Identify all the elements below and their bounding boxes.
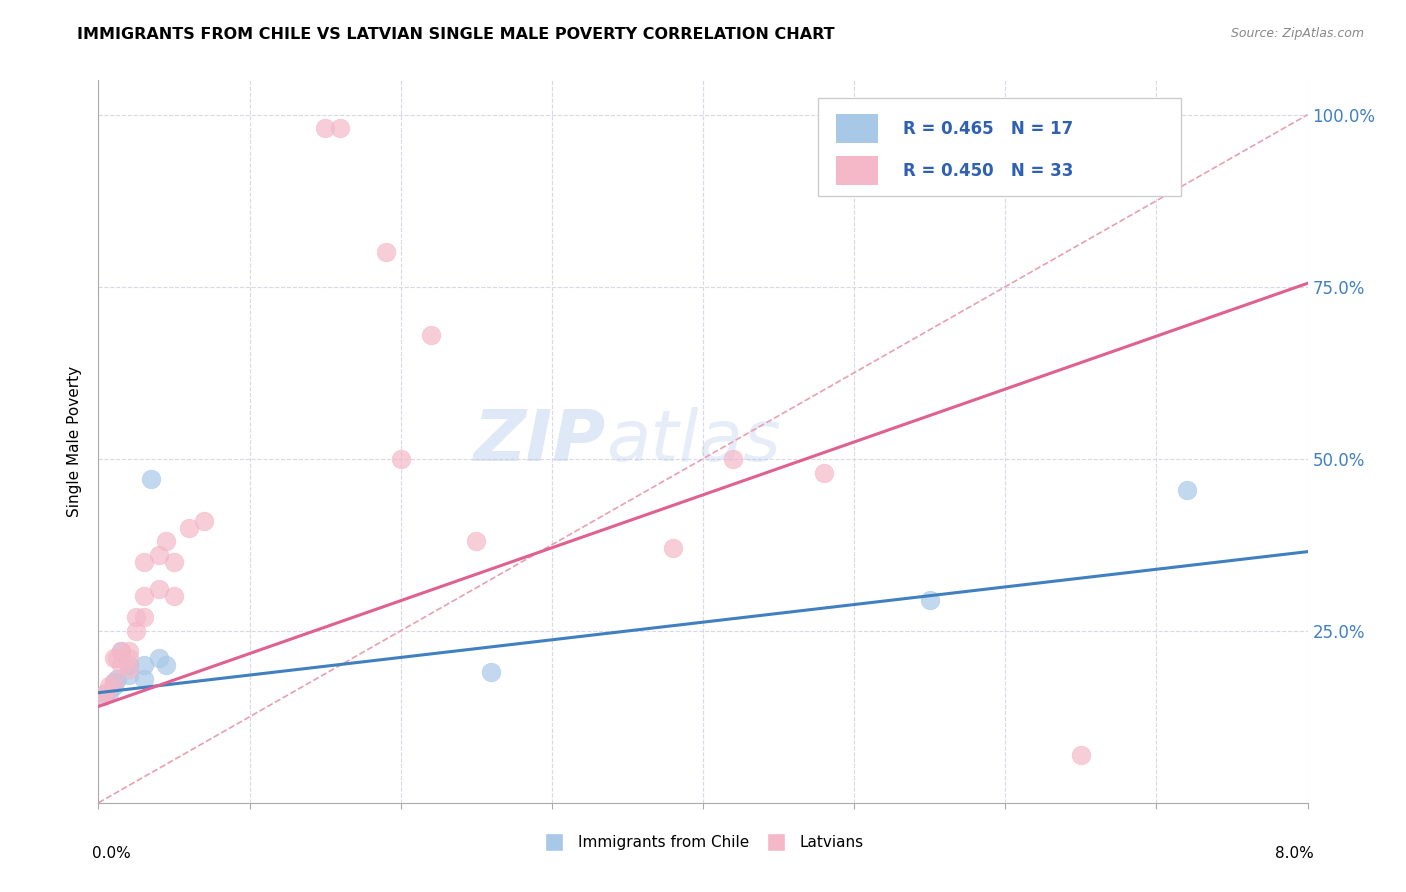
Point xyxy=(918,592,941,607)
Point xyxy=(125,610,148,624)
Point xyxy=(94,686,117,700)
Text: ZIP: ZIP xyxy=(474,407,606,476)
Point xyxy=(98,686,121,700)
Point xyxy=(148,582,170,597)
Point xyxy=(118,651,141,665)
Point xyxy=(91,689,114,703)
Point xyxy=(1070,747,1092,762)
Legend: Immigrants from Chile, Latvians: Immigrants from Chile, Latvians xyxy=(537,830,869,856)
Text: R = 0.465   N = 17: R = 0.465 N = 17 xyxy=(903,120,1073,137)
Point xyxy=(723,451,745,466)
Point xyxy=(118,644,141,658)
Point xyxy=(103,675,125,690)
Point xyxy=(141,472,163,486)
Bar xyxy=(837,156,879,185)
Point xyxy=(103,675,125,690)
Y-axis label: Single Male Poverty: Single Male Poverty xyxy=(67,366,83,517)
Point xyxy=(105,651,128,665)
Point xyxy=(389,451,412,466)
Point xyxy=(163,590,186,604)
Point xyxy=(155,534,177,549)
Point xyxy=(125,624,148,638)
Point xyxy=(110,658,132,673)
Point xyxy=(98,679,121,693)
Point xyxy=(118,668,141,682)
Text: 8.0%: 8.0% xyxy=(1275,847,1313,861)
Point xyxy=(132,658,155,673)
Point xyxy=(91,689,114,703)
Point xyxy=(481,665,503,679)
Point xyxy=(163,555,186,569)
Point xyxy=(465,534,488,549)
Point xyxy=(132,555,155,569)
Point xyxy=(1175,483,1198,497)
Point xyxy=(193,514,215,528)
Point xyxy=(118,662,141,676)
Point xyxy=(132,672,155,686)
Point xyxy=(661,541,683,556)
Point xyxy=(118,658,141,673)
Point xyxy=(132,590,155,604)
Point xyxy=(314,121,336,136)
Point xyxy=(155,658,177,673)
Point xyxy=(94,686,117,700)
Text: IMMIGRANTS FROM CHILE VS LATVIAN SINGLE MALE POVERTY CORRELATION CHART: IMMIGRANTS FROM CHILE VS LATVIAN SINGLE … xyxy=(77,27,835,42)
Point xyxy=(420,327,443,342)
Point xyxy=(110,644,132,658)
Bar xyxy=(837,114,879,143)
Text: Source: ZipAtlas.com: Source: ZipAtlas.com xyxy=(1230,27,1364,40)
Point xyxy=(813,466,835,480)
FancyBboxPatch shape xyxy=(818,98,1181,196)
Point xyxy=(132,610,155,624)
Point xyxy=(105,672,128,686)
Point xyxy=(148,548,170,562)
Point xyxy=(148,651,170,665)
Point xyxy=(110,644,132,658)
Point xyxy=(103,651,125,665)
Text: R = 0.450   N = 33: R = 0.450 N = 33 xyxy=(903,161,1073,179)
Point xyxy=(103,679,125,693)
Text: 0.0%: 0.0% xyxy=(93,847,131,861)
Point xyxy=(374,245,396,260)
Point xyxy=(179,520,201,534)
Point xyxy=(329,121,352,136)
Text: atlas: atlas xyxy=(606,407,780,476)
